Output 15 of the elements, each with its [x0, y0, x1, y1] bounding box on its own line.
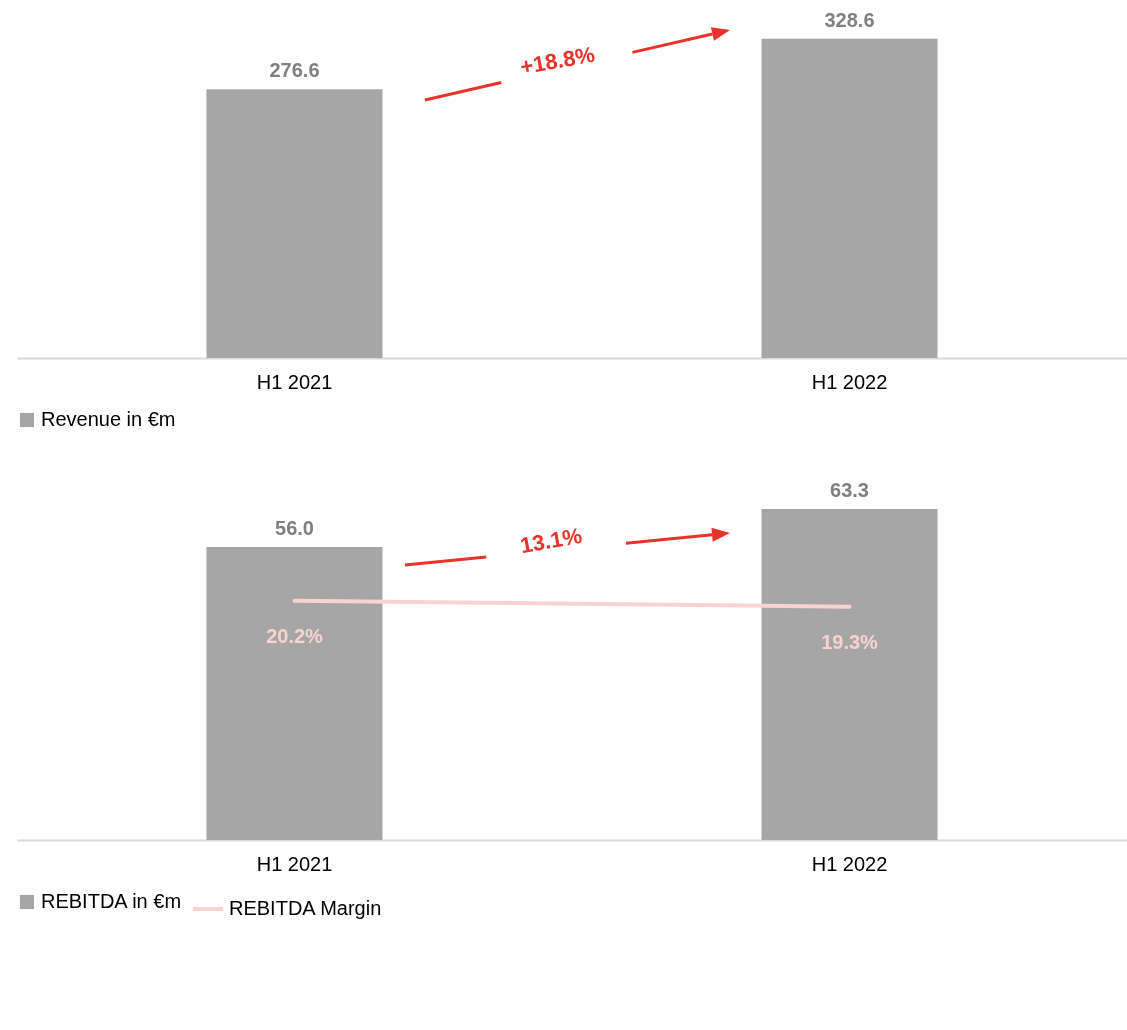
- legend-label: REBITDA Margin: [229, 897, 382, 919]
- data-label: 56.0: [275, 517, 314, 540]
- data-label: 20.2%: [266, 624, 324, 647]
- x-tick-label: H1 2021: [256, 370, 333, 393]
- data-label: 19.3%: [821, 630, 879, 653]
- legend-label: REBITDA in €m: [41, 890, 182, 912]
- x-tick-label: H1 2022: [811, 370, 888, 393]
- data-label: 63.3: [830, 478, 869, 501]
- data-label: 276.6: [269, 59, 320, 82]
- x-tick-label: H1 2021: [256, 852, 333, 875]
- legend-label: Revenue in €m: [41, 408, 176, 430]
- x-tick-label: H1 2022: [811, 852, 888, 875]
- data-label: 328.6: [824, 8, 875, 31]
- annotation: 13.1%: [518, 522, 585, 560]
- annotation: +18.8%: [518, 41, 597, 81]
